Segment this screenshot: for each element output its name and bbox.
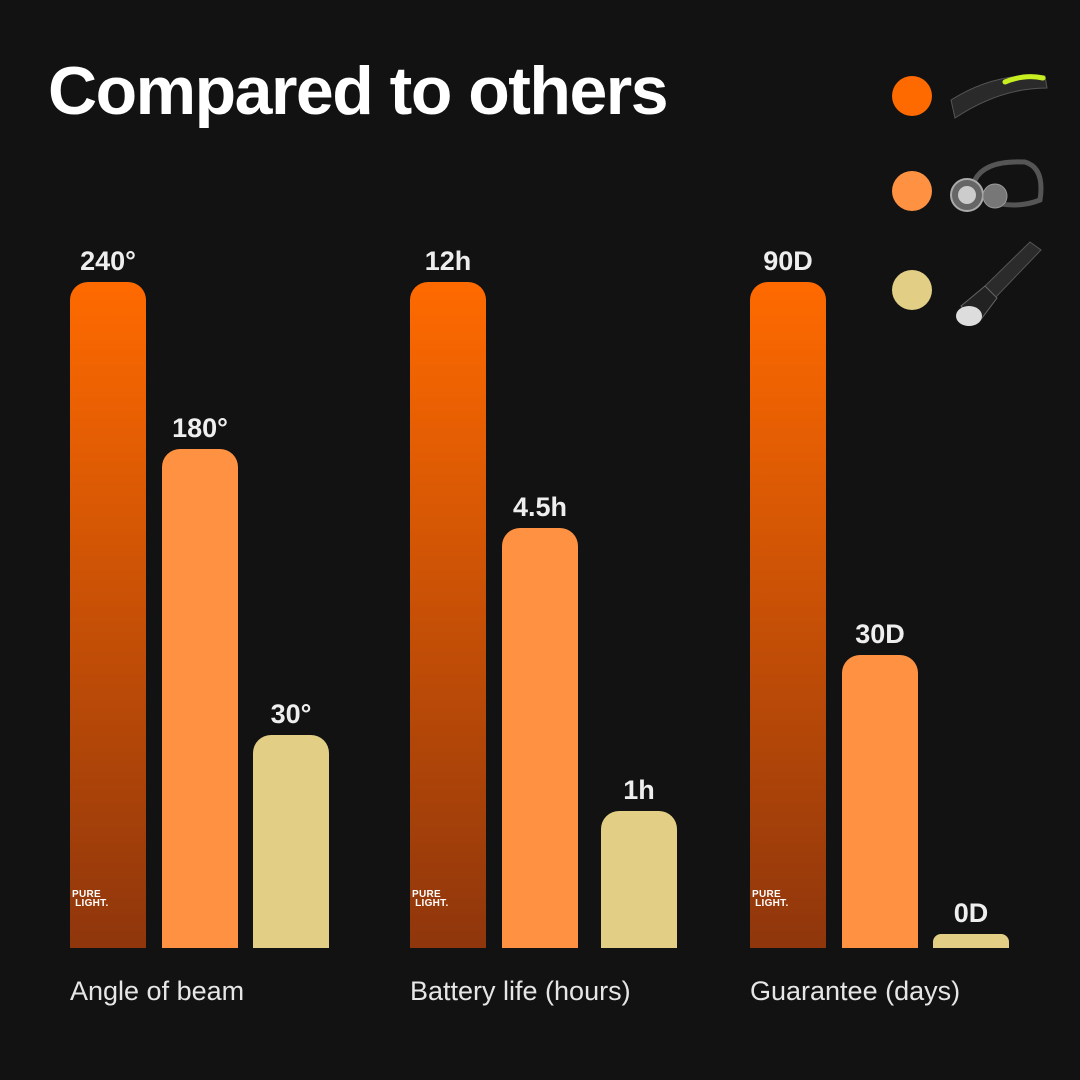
value-label: 30° — [270, 698, 312, 729]
bar-2-series-3 — [601, 811, 677, 948]
value-label: 90D — [763, 246, 813, 276]
classic-headlamp-icon — [950, 159, 1044, 212]
category-label-angle: Angle of beam — [70, 976, 245, 1006]
category-label-guarantee: Guarantee (days) — [750, 976, 961, 1006]
value-label: 180° — [172, 412, 228, 443]
category-label-battery: Battery life (hours) — [410, 976, 631, 1006]
bar-3-series-2 — [842, 654, 918, 948]
pure-light-logo: PURE LIGHT. — [72, 889, 109, 909]
legend-dot-series-3 — [892, 270, 932, 310]
bar-1-series-3 — [253, 734, 329, 948]
value-label: 12h — [424, 246, 472, 276]
bar-1-series-2 — [162, 448, 238, 948]
value-label: 4.5h — [512, 492, 568, 523]
flashlight-icon — [956, 241, 1042, 326]
value-label: 30D — [855, 618, 905, 649]
bar-2-series-2 — [502, 528, 578, 948]
bar-3-series-1 — [750, 282, 826, 948]
legend-dot-series-2 — [892, 171, 932, 211]
chart-title: Compared to others — [48, 53, 669, 129]
value-label: 240° — [80, 246, 136, 276]
value-label: 1h — [623, 775, 655, 806]
led-strip-headlamp-icon — [950, 74, 1048, 119]
legend-dot-series-1 — [892, 76, 932, 116]
pure-light-logo: PURE LIGHT. — [752, 889, 789, 909]
bar-3-series-3 — [933, 934, 1009, 948]
bar-2-series-1 — [410, 282, 486, 948]
bar-1-series-1 — [70, 282, 146, 948]
value-label: 0D — [953, 898, 989, 928]
pure-light-logo: PURE LIGHT. — [412, 889, 449, 909]
